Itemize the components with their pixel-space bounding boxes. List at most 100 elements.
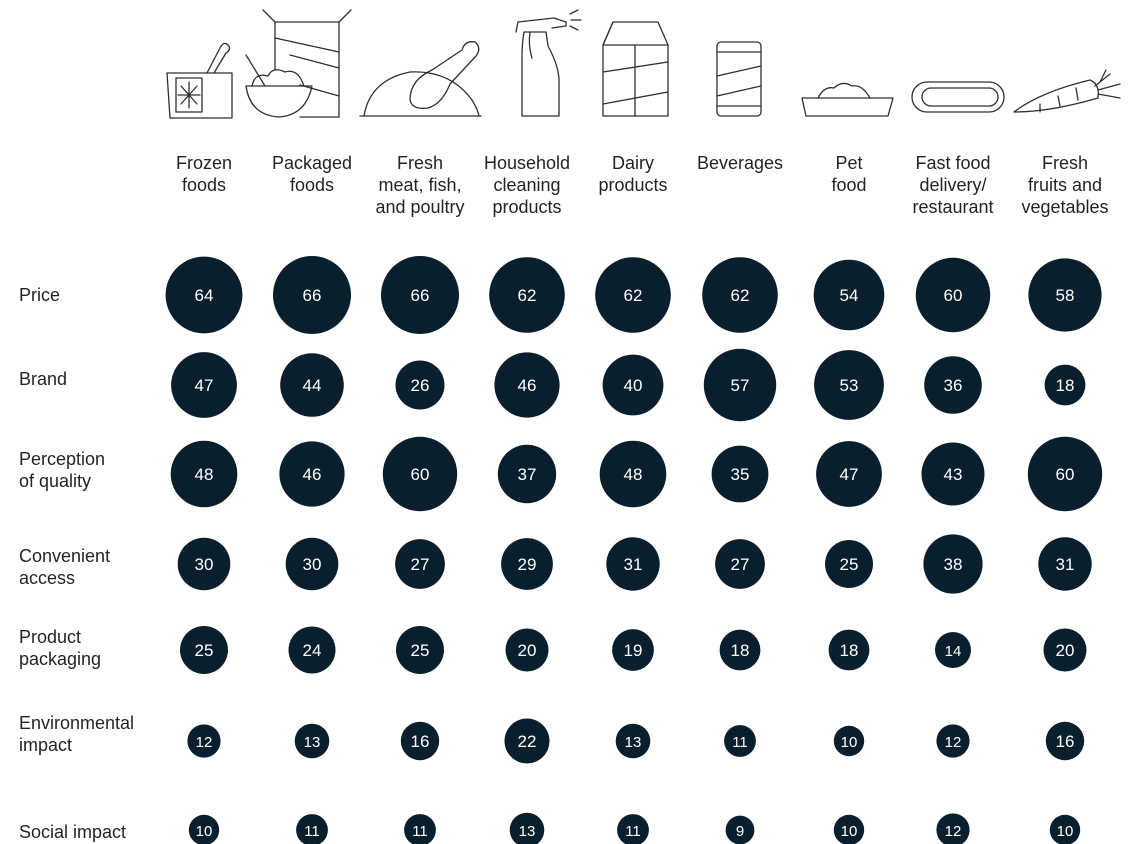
bubble [703,348,777,422]
bubble-value-label: 31 [1056,555,1075,574]
bubble [595,257,671,333]
category-label: Beverages [696,153,784,173]
bubble-value-label: 64 [195,286,214,305]
bubble [171,352,237,418]
bubble [381,256,459,334]
packaged-food-icon [245,9,352,118]
bubble [612,629,654,671]
bubble [715,539,765,589]
bubble [814,350,884,420]
bubble-value-label: 62 [731,286,750,305]
bubble [279,441,345,507]
bubble-value-label: 16 [1056,732,1075,751]
bubble [1038,537,1092,591]
bubble [1049,814,1081,844]
bubble-value-label: 10 [1057,823,1074,840]
bubble-value-label: 24 [303,641,322,660]
bubble-value-label: 12 [945,823,962,840]
bubble [828,629,870,671]
bubble [497,444,557,504]
row-label: Environmental impact [19,713,135,755]
bubble-value-label: 16 [411,732,430,751]
milk-carton-icon [602,21,669,117]
bubble [602,354,664,416]
bubble-value-label: 22 [518,732,537,751]
bubble [915,257,991,333]
bubble-value-label: 19 [624,641,643,660]
bubble [400,721,440,761]
bubble [165,256,243,334]
bubble-value-label: 25 [411,641,430,660]
bubble [1044,364,1086,406]
bubble [188,814,220,844]
row-label: Brand [19,369,68,389]
category-label: Fresh meat, fish, and poultry [375,153,465,217]
bubble-value-label: 26 [411,376,430,395]
bubble [187,724,221,758]
bubble [825,540,873,588]
row-label: Social impact [19,822,127,842]
frozen-food-icon [166,42,233,119]
category-label: Frozen foods [175,153,233,195]
bubble [923,534,983,594]
bubble [617,814,649,844]
bubble-value-label: 10 [841,823,858,840]
bubble-value-label: 27 [731,555,750,574]
category-label: Pet food [831,153,867,195]
bubble [921,442,985,506]
bubble [833,725,865,757]
bubble-value-label: 18 [840,641,859,660]
bubble [505,628,549,672]
category-label: Packaged foods [271,153,353,195]
bubble-value-label: 62 [624,286,643,305]
bubble-value-label: 58 [1056,286,1075,305]
bubble [285,537,339,591]
bubble [396,626,444,674]
bubble-value-label: 10 [841,734,858,751]
bubble [180,626,228,674]
bubble-value-label: 57 [731,376,750,395]
bubble-value-label: 60 [944,286,963,305]
bubble-value-label: 13 [519,823,536,840]
row-label: Convenient access [19,546,111,588]
bubble [924,356,982,414]
pet-bowl-icon [801,82,894,117]
bubble [615,723,651,759]
poultry-icon [359,41,482,117]
bubble [404,814,436,844]
bubble [719,629,761,671]
bubble [936,813,970,844]
bubble [489,257,565,333]
bubble-value-label: 62 [518,286,537,305]
bubble [833,814,865,844]
bubble-value-label: 48 [624,465,643,484]
bubble-value-label: 36 [944,376,963,395]
bubble-value-label: 13 [625,734,642,751]
bubble [1028,258,1102,332]
bubble-value-label: 18 [1056,376,1075,395]
bubble-value-label: 46 [303,465,322,484]
bubble [395,360,445,410]
bubble [280,353,344,417]
bubble [1043,628,1087,672]
bubble [702,257,778,333]
bubble-value-label: 10 [196,823,213,840]
bubble [504,718,550,764]
bubble [1045,721,1085,761]
bubble [177,537,231,591]
bubble [936,724,970,758]
bubble-value-label: 9 [736,823,744,840]
can-icon [716,41,762,117]
bubble-value-label: 60 [411,465,430,484]
bubble-value-label: 46 [518,376,537,395]
bubble [494,352,560,418]
bubble-value-label: 38 [944,555,963,574]
category-label: Fast food delivery/ restaurant [912,153,994,217]
bubble [296,814,328,844]
bubble-value-label: 12 [196,734,213,751]
bubble [935,632,971,668]
bubble [501,538,553,590]
bubble-value-label: 11 [412,823,428,840]
bubble-value-label: 48 [195,465,214,484]
